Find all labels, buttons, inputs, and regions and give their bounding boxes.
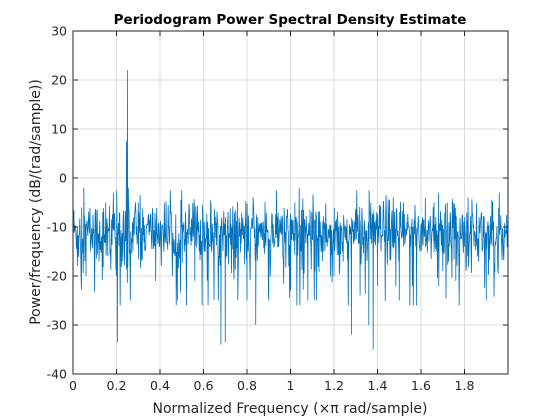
x-tick-label: 0.4 <box>150 378 170 393</box>
y-ticks: -40 -30 -20 -10 0 10 20 30 <box>47 24 508 382</box>
psd-series <box>72 70 509 350</box>
x-tick-label: 0.6 <box>194 378 214 393</box>
y-tick-label: -40 <box>47 367 67 382</box>
x-tick-label: 0 <box>69 378 77 393</box>
y-tick-label: 10 <box>51 122 67 137</box>
x-tick-label: 1.6 <box>411 378 431 393</box>
psd-trace <box>72 70 509 350</box>
y-tick-label: 0 <box>59 171 67 186</box>
x-axis-label: Normalized Frequency (×π rad/sample) <box>153 401 428 417</box>
x-tick-label: 0.2 <box>107 378 127 393</box>
y-tick-label: -20 <box>47 269 67 284</box>
y-tick-label: 20 <box>51 73 67 88</box>
x-tick-label: 1.8 <box>455 378 475 393</box>
x-tick-label: 1.4 <box>368 378 388 393</box>
chart-title: Periodogram Power Spectral Density Estim… <box>114 12 467 28</box>
y-axis-label: Power/frequency (dB/(rad/sample)) <box>28 79 44 325</box>
x-ticks: 0 0.2 0.4 0.6 0.8 1 1.2 1.4 1.6 1.8 <box>69 31 474 393</box>
y-tick-label: 30 <box>51 24 67 39</box>
x-tick-label: 1.2 <box>324 378 344 393</box>
x-tick-label: 1 <box>287 378 295 393</box>
x-tick-label: 0.8 <box>237 378 257 393</box>
y-tick-label: -10 <box>47 220 67 235</box>
y-tick-label: -30 <box>47 318 67 333</box>
